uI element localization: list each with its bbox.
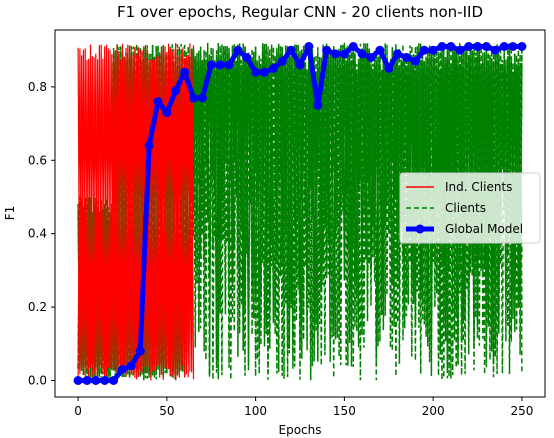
plot-frame xyxy=(54,29,546,398)
legend-box xyxy=(399,172,541,244)
global-model-point xyxy=(455,45,465,55)
y-tick-label: 0.8 xyxy=(28,80,47,94)
global-model-point xyxy=(118,365,127,374)
x-tick-label: 250 xyxy=(510,404,533,418)
ind-clients-line xyxy=(77,42,195,381)
global-model-point xyxy=(339,49,349,59)
x-axis-label: Epochs xyxy=(279,423,322,437)
x-tick-label: 150 xyxy=(333,404,356,418)
global-model-point xyxy=(206,60,216,70)
y-tick-label: 0.0 xyxy=(28,373,47,387)
x-axis-ticks: 0 50 100 150 200 250 xyxy=(74,397,533,418)
global-model-point xyxy=(162,108,172,118)
global-model-point xyxy=(126,361,136,371)
y-tick-label: 0.2 xyxy=(28,300,47,314)
global-model-point xyxy=(260,67,269,77)
legend-label-global-model: Global Model xyxy=(445,222,523,236)
global-model-point xyxy=(481,42,491,51)
global-model-point xyxy=(135,346,145,356)
y-axis-ticks: 0.0 0.2 0.4 0.6 0.8 xyxy=(28,80,55,387)
global-model-point xyxy=(295,60,305,70)
global-model-point xyxy=(473,42,482,51)
y-axis-label: F1 xyxy=(3,206,17,221)
global-model-point xyxy=(464,42,474,51)
global-model-point xyxy=(446,42,456,51)
global-model-point xyxy=(304,42,314,51)
global-model-point xyxy=(215,60,225,70)
global-model-point xyxy=(428,45,438,55)
global-model-point xyxy=(171,86,181,96)
global-model-point xyxy=(197,93,207,103)
x-tick-label: 0 xyxy=(74,404,82,418)
global-model-point xyxy=(100,376,110,385)
global-model-point xyxy=(91,376,101,385)
global-model-point xyxy=(384,64,394,73)
global-model-point xyxy=(348,42,358,51)
global-model-point xyxy=(224,60,234,70)
global-model-point xyxy=(517,42,527,51)
global-model-point xyxy=(82,376,92,385)
global-model-point xyxy=(268,64,278,73)
x-tick-label: 50 xyxy=(159,404,174,418)
global-model-point xyxy=(144,141,154,151)
global-model-point xyxy=(331,49,340,59)
global-model-point xyxy=(508,42,518,51)
global-model-point xyxy=(242,53,252,62)
global-model-point xyxy=(180,67,190,77)
global-model-point xyxy=(366,53,376,62)
legend-marker-global-model xyxy=(415,224,425,234)
legend-label-ind-clients: Ind. Clients xyxy=(445,180,512,194)
global-model-point xyxy=(233,45,243,55)
global-model-point xyxy=(357,49,367,59)
x-tick-label: 200 xyxy=(422,404,445,418)
global-model-point xyxy=(73,376,83,385)
global-model-point xyxy=(286,45,296,55)
global-model-point xyxy=(313,100,323,110)
global-model-line-group xyxy=(73,42,527,385)
global-model-point xyxy=(189,93,198,103)
global-model-point xyxy=(153,97,163,107)
global-model-point xyxy=(393,49,403,59)
y-tick-label: 0.6 xyxy=(28,153,47,167)
global-model-point xyxy=(490,45,500,55)
global-model-point xyxy=(109,376,119,385)
global-model-point xyxy=(410,56,420,66)
global-model-point xyxy=(251,67,261,77)
global-model-point xyxy=(402,53,411,62)
plot-area xyxy=(73,42,527,385)
legend-label-clients: Clients xyxy=(445,201,486,215)
x-tick-label: 100 xyxy=(244,404,267,418)
legend: Ind. Clients Clients Global Model xyxy=(399,172,541,244)
global-model-point xyxy=(277,56,287,66)
chart-title: F1 over epochs, Regular CNN - 20 clients… xyxy=(117,3,483,21)
ind-clients-lines-group xyxy=(77,42,195,381)
global-model-point xyxy=(419,45,429,55)
global-model-point xyxy=(499,42,509,51)
global-model-point xyxy=(375,45,385,55)
y-tick-label: 0.4 xyxy=(28,227,47,241)
global-model-point xyxy=(437,42,447,51)
global-model-point xyxy=(322,45,332,55)
